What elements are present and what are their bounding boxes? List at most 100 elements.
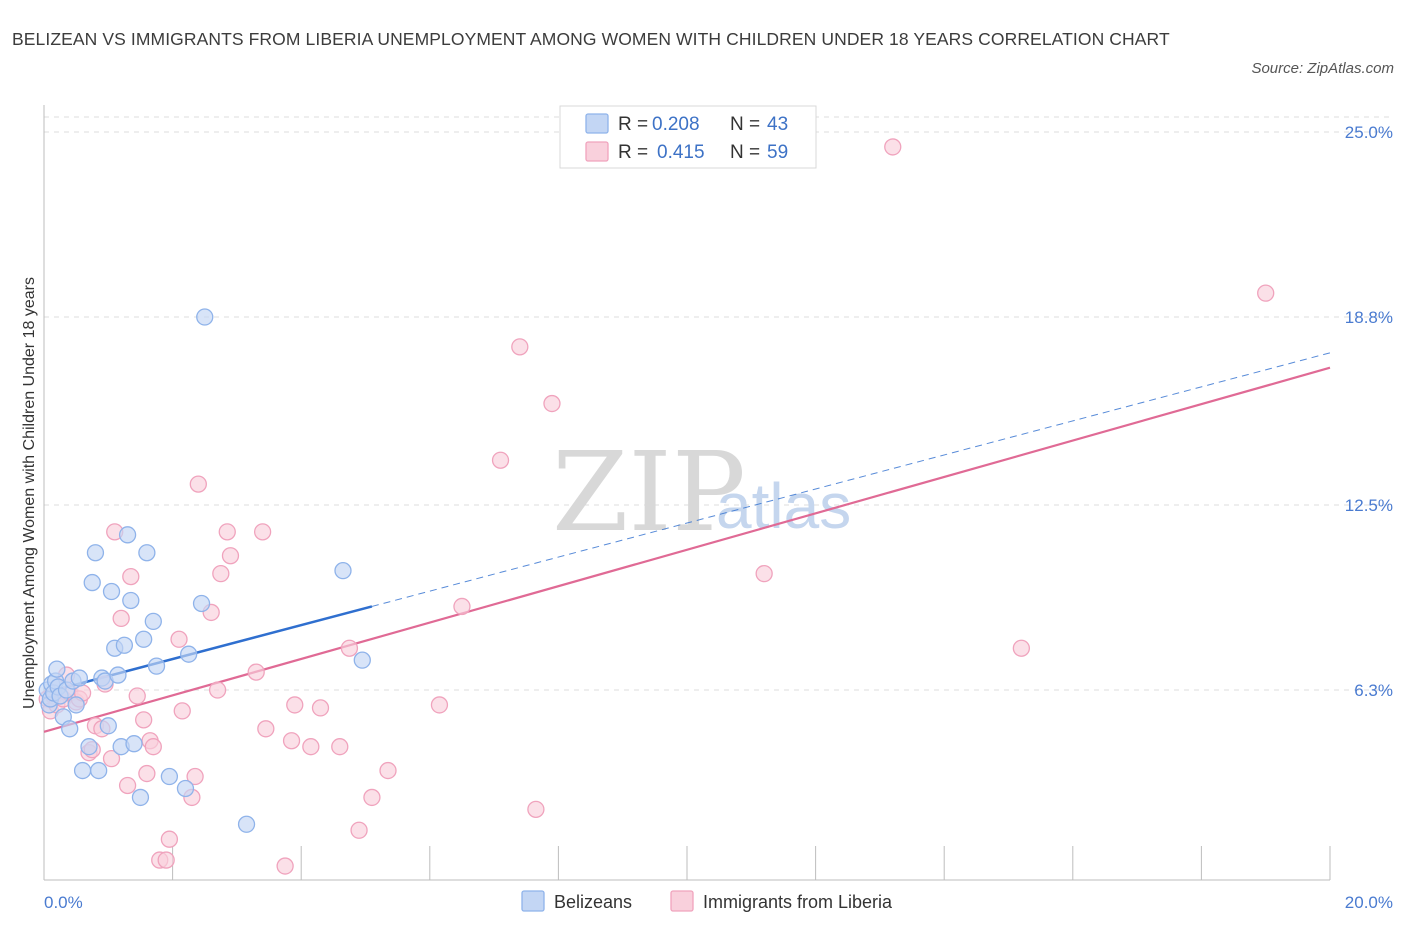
gridlines: [44, 116, 1390, 691]
belizeans-point: [147, 657, 166, 675]
bottom-legend-swatch-belizeans: [521, 890, 545, 912]
liberia-point: [112, 609, 130, 628]
y-axis-label: Unemployment Among Women with Children U…: [21, 277, 38, 709]
belizeans-point: [138, 544, 156, 562]
liberia-point: [135, 711, 153, 729]
liberia-point: [302, 738, 320, 756]
liberia-point: [212, 564, 230, 583]
legend-r-value-liberia: 0.415: [657, 142, 705, 163]
correlation-legend: R = 0.208 N = 43 R = 0.415 N = 59: [559, 105, 817, 169]
liberia-point: [208, 681, 227, 699]
liberia-point: [247, 663, 265, 681]
bottom-legend-swatch-liberia: [670, 890, 694, 912]
axes: [43, 105, 1331, 881]
data-points: [38, 138, 1275, 875]
liberia-point: [1012, 639, 1031, 657]
liberia-point: [511, 338, 529, 356]
y-tick-labels: 6.3% 12.5% 18.8% 25.0%: [1345, 123, 1393, 700]
bottom-legend-belizeans: Belizeans: [554, 892, 632, 912]
liberia-point: [122, 567, 140, 586]
legend-r-label-belizeans: R =: [618, 114, 648, 135]
liberia-point: [543, 394, 561, 413]
liberia-point: [276, 857, 294, 875]
liberia-point: [363, 788, 381, 807]
y-tick-label: 25.0%: [1345, 123, 1393, 142]
x-tick-label: 0.0%: [44, 893, 83, 912]
belizeans-point: [109, 666, 127, 684]
liberia-point: [311, 699, 330, 717]
watermark-zip: ZIP: [552, 428, 746, 556]
belizeans-point: [80, 738, 98, 756]
liberia-point: [173, 702, 191, 720]
belizeans-point: [131, 788, 150, 807]
y-tick-label: 12.5%: [1345, 496, 1393, 515]
belizeans-point: [353, 651, 371, 669]
liberia-point: [430, 696, 449, 714]
belizeans-trend-extension: [371, 352, 1331, 607]
belizeans-point: [180, 645, 198, 663]
belizeans-point: [160, 767, 179, 786]
liberia-point: [221, 547, 240, 565]
watermark: ZIP atlas: [552, 428, 851, 556]
liberia-point: [884, 138, 902, 156]
x-tick-label: 20.0%: [1345, 893, 1393, 912]
liberia-point: [491, 451, 510, 469]
legend-n-label-belizeans: N =: [730, 114, 760, 135]
belizeans-point: [48, 660, 66, 678]
belizeans-point: [237, 815, 256, 833]
liberia-point: [189, 475, 207, 493]
belizeans-point: [99, 717, 117, 735]
source-label: Source: ZipAtlas.com: [1251, 60, 1394, 77]
liberia-point: [350, 821, 368, 839]
belizeans-point: [144, 612, 162, 631]
belizeans-point: [102, 582, 121, 601]
liberia-point: [118, 776, 137, 795]
liberia-point: [128, 687, 146, 705]
belizeans-point: [176, 779, 195, 798]
belizeans-point: [70, 669, 89, 687]
watermark-atlas: atlas: [716, 470, 851, 542]
belizeans-point: [334, 561, 352, 580]
liberia-point: [331, 738, 349, 756]
belizeans-point: [73, 761, 92, 780]
liberia-point: [257, 720, 275, 738]
liberia-point: [218, 523, 236, 541]
liberia-point: [102, 749, 121, 768]
liberia-point: [253, 523, 272, 541]
liberia-point: [527, 800, 545, 819]
chart-title: BELIZEAN VS IMMIGRANTS FROM LIBERIA UNEM…: [12, 29, 1170, 49]
legend-swatch-liberia: [585, 141, 609, 162]
liberia-point: [170, 630, 188, 648]
legend-n-label-liberia: N =: [730, 142, 760, 163]
belizeans-point: [122, 591, 140, 610]
y-tick-label: 18.8%: [1345, 308, 1393, 327]
belizeans-point: [61, 720, 79, 738]
liberia-point: [138, 764, 156, 783]
legend-n-value-liberia: 59: [767, 142, 788, 163]
liberia-point: [144, 738, 162, 756]
liberia-point: [286, 696, 304, 714]
bottom-legend-liberia: Immigrants from Liberia: [703, 892, 893, 912]
liberia-point: [1257, 284, 1275, 302]
series-legend: Belizeans Immigrants from Liberia: [521, 890, 893, 912]
liberia-point: [186, 767, 204, 786]
y-tick-label: 6.3%: [1354, 681, 1393, 700]
legend-n-value-belizeans: 43: [767, 114, 788, 135]
belizeans-point: [196, 308, 214, 326]
belizeans-point: [115, 636, 134, 654]
belizeans-point: [67, 696, 85, 714]
belizeans-point: [118, 526, 137, 544]
legend-r-value-belizeans: 0.208: [652, 114, 700, 135]
belizeans-point: [135, 630, 153, 648]
x-tick-labels: 0.0% 20.0%: [44, 893, 1393, 912]
belizeans-point: [83, 573, 101, 592]
liberia-point: [157, 851, 175, 869]
liberia-trend-line: [43, 366, 1331, 733]
legend-r-label-liberia: R =: [618, 142, 648, 163]
belizeans-point: [86, 544, 105, 562]
liberia-point: [282, 732, 301, 750]
belizeans-point: [192, 594, 211, 613]
belizeans-point: [90, 761, 108, 780]
liberia-point: [340, 639, 359, 657]
liberia-point: [453, 597, 471, 616]
